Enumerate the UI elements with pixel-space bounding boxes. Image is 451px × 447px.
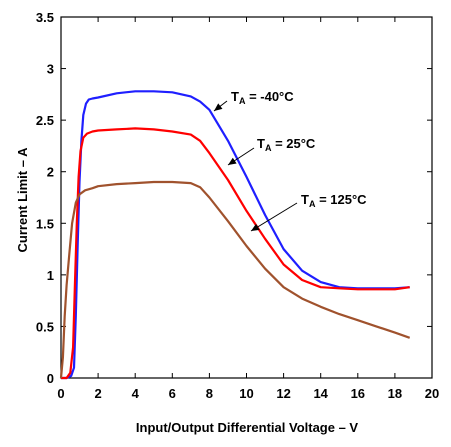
annotation-25c-label: TA = 25°C — [257, 136, 316, 153]
series-line-25c — [61, 127, 410, 380]
annotation-minus40c-arrowhead — [214, 103, 223, 111]
y-tick-label: 0 — [47, 371, 54, 386]
annotation-125c-arrowhead — [251, 223, 260, 231]
x-tick-label: 0 — [57, 386, 64, 401]
x-tick-label: 8 — [206, 386, 213, 401]
y-tick-label: 3 — [47, 62, 54, 77]
y-tick-label: 0.5 — [36, 319, 54, 334]
annotation-25c-arrowhead — [228, 157, 237, 165]
series-line-125c — [59, 180, 411, 379]
x-tick-label: 4 — [132, 386, 140, 401]
annotation-125c-leader — [250, 202, 298, 232]
x-tick-label: 18 — [388, 386, 402, 401]
y-tick-label: 1.5 — [36, 216, 54, 231]
x-axis-label: Input/Output Differential Voltage – V — [136, 420, 359, 435]
x-tick-label: 2 — [94, 386, 101, 401]
x-tick-label: 12 — [276, 386, 290, 401]
y-tick-label: 2.5 — [36, 113, 54, 128]
series-line-minus40c — [61, 90, 410, 380]
y-tick-label: 2 — [47, 165, 54, 180]
y-tick-label: 3.5 — [36, 10, 54, 25]
y-axis-label: Current Limit – A — [15, 147, 30, 253]
plot-frame — [60, 16, 433, 379]
x-tick-label: 14 — [313, 386, 328, 401]
annotation-125c-label: TA = 125°C — [301, 192, 367, 209]
x-tick-label: 16 — [351, 386, 365, 401]
x-tick-label: 6 — [169, 386, 176, 401]
annotation-minus40c-label: TA = -40°C — [231, 89, 294, 106]
x-tick-label: 10 — [239, 386, 253, 401]
x-tick-label: 20 — [425, 386, 439, 401]
y-tick-label: 1 — [47, 268, 54, 283]
